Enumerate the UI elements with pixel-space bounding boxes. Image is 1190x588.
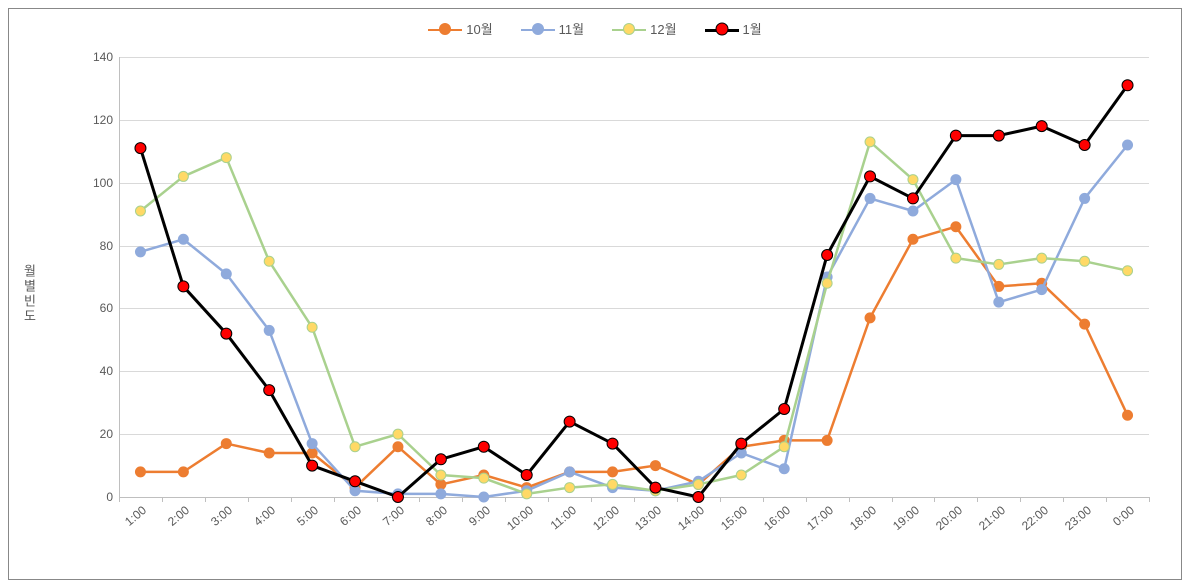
x-tick-label: 16:00 (761, 503, 793, 533)
data-point (693, 492, 704, 503)
x-tick-label: 20:00 (933, 503, 965, 533)
legend-item: 12월 (612, 19, 676, 38)
x-tick (291, 497, 292, 502)
x-tick-label: 8:00 (423, 503, 450, 529)
legend-item: 10월 (428, 19, 492, 38)
data-point (607, 438, 618, 449)
x-tick-label: 6:00 (337, 503, 364, 529)
x-tick-label: 15:00 (718, 503, 750, 533)
x-tick-label: 18:00 (847, 503, 879, 533)
data-point (993, 130, 1004, 141)
plot-area: 0204060801001201401:002:003:004:005:006:… (119, 57, 1149, 497)
y-tick-label: 60 (100, 301, 119, 315)
x-tick (892, 497, 893, 502)
x-tick-label: 0:00 (1110, 503, 1137, 529)
data-point (865, 171, 876, 182)
legend-label: 1월 (743, 19, 762, 38)
legend-label: 10월 (466, 19, 492, 38)
x-tick (634, 497, 635, 502)
data-point (950, 130, 961, 141)
data-point (435, 454, 446, 465)
x-tick (1063, 497, 1064, 502)
y-tick-label: 0 (106, 490, 119, 504)
y-tick-label: 20 (100, 427, 119, 441)
x-tick (1106, 497, 1107, 502)
data-point (350, 476, 361, 487)
y-axis-label: 월별빈도 (20, 264, 39, 324)
data-point (1036, 121, 1047, 132)
x-tick (763, 497, 764, 502)
data-point (221, 328, 232, 339)
legend-swatch (705, 22, 739, 36)
chart-frame: 10월11월12월1월 월별빈도 0204060801001201401:002… (8, 8, 1182, 580)
data-point (650, 482, 661, 493)
y-tick-label: 140 (93, 50, 119, 64)
legend-swatch (428, 22, 462, 36)
data-point (736, 438, 747, 449)
data-point (178, 281, 189, 292)
data-point (521, 470, 532, 481)
x-tick-label: 21:00 (976, 503, 1008, 533)
x-tick-label: 17:00 (804, 503, 836, 533)
x-tick (677, 497, 678, 502)
x-tick-label: 5:00 (294, 503, 321, 529)
data-point (779, 404, 790, 415)
x-tick (377, 497, 378, 502)
x-tick (505, 497, 506, 502)
x-tick-label: 14:00 (675, 503, 707, 533)
x-tick (205, 497, 206, 502)
x-tick-label: 11:00 (547, 503, 578, 532)
data-point (135, 143, 146, 154)
data-point (564, 416, 575, 427)
legend-swatch (521, 22, 555, 36)
x-tick (934, 497, 935, 502)
x-tick-label: 23:00 (1062, 503, 1094, 533)
data-point (307, 460, 318, 471)
y-tick-label: 120 (93, 113, 119, 127)
legend-label: 12월 (650, 19, 676, 38)
x-tick (591, 497, 592, 502)
y-tick-label: 80 (100, 239, 119, 253)
x-tick (849, 497, 850, 502)
legend-item: 11월 (521, 19, 584, 38)
x-tick (1020, 497, 1021, 502)
data-point (1122, 80, 1133, 91)
data-point (1079, 140, 1090, 151)
x-tick (334, 497, 335, 502)
x-tick-label: 12:00 (590, 503, 622, 533)
x-tick-label: 13:00 (632, 503, 664, 533)
x-tick-label: 22:00 (1019, 503, 1051, 533)
x-tick-label: 7:00 (380, 503, 407, 529)
x-tick (119, 497, 120, 502)
x-tick (162, 497, 163, 502)
legend-label: 11월 (559, 19, 584, 38)
series-s_jan (119, 57, 1149, 497)
x-tick-label: 4:00 (251, 503, 278, 529)
x-tick (248, 497, 249, 502)
legend-swatch (612, 22, 646, 36)
x-tick-label: 2:00 (165, 503, 192, 529)
data-point (822, 250, 833, 261)
x-tick (462, 497, 463, 502)
x-tick-label: 1:00 (123, 503, 150, 529)
data-point (392, 492, 403, 503)
x-tick (419, 497, 420, 502)
data-point (907, 193, 918, 204)
data-point (478, 441, 489, 452)
x-tick (806, 497, 807, 502)
x-tick-label: 9:00 (466, 503, 493, 529)
x-tick-label: 10:00 (504, 503, 536, 533)
series-line (140, 85, 1127, 497)
y-tick-label: 100 (93, 176, 119, 190)
chart-legend: 10월 11월 12월 1월 (9, 19, 1181, 38)
x-tick (977, 497, 978, 502)
y-tick-label: 40 (100, 364, 119, 378)
data-point (264, 385, 275, 396)
x-tick (1149, 497, 1150, 502)
x-tick-label: 3:00 (208, 503, 235, 529)
x-tick (548, 497, 549, 502)
legend-item: 1월 (705, 19, 762, 38)
x-tick (720, 497, 721, 502)
x-tick-label: 19:00 (890, 503, 922, 533)
